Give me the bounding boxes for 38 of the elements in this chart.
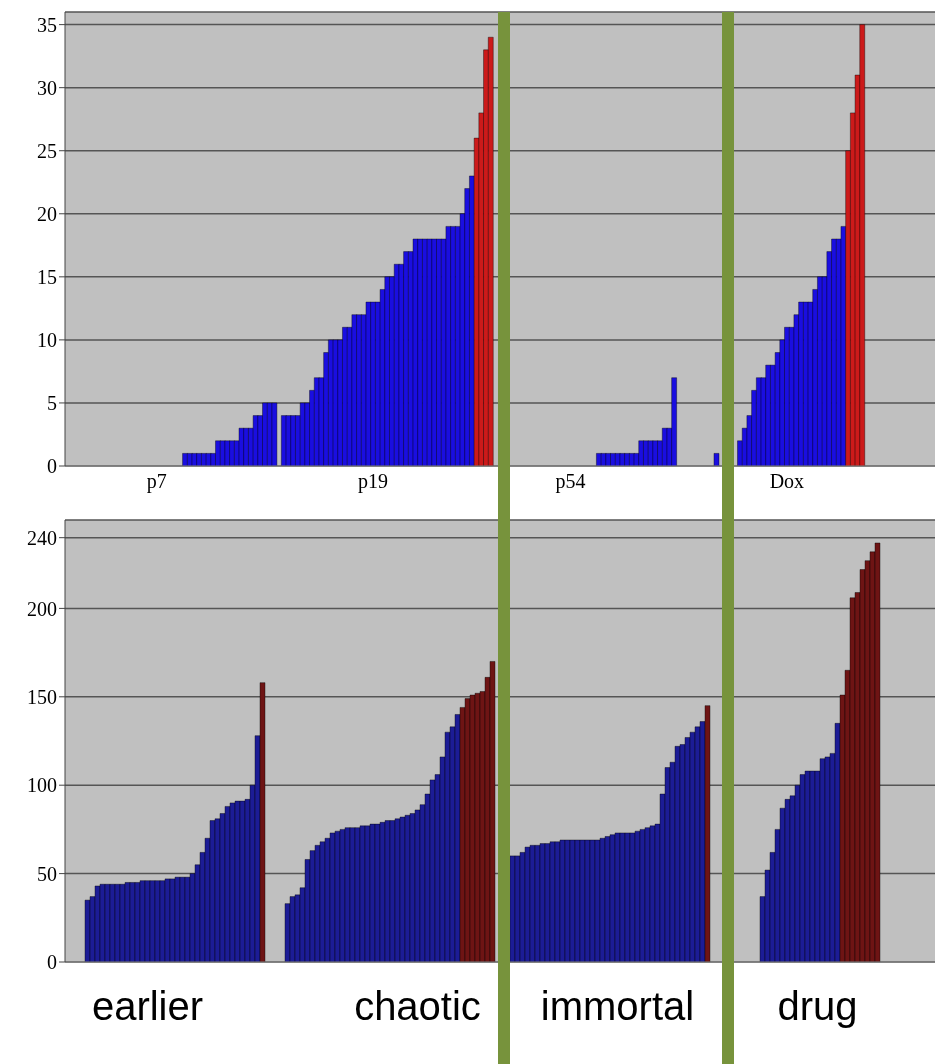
y-tick-label: 10: [37, 328, 57, 351]
x-tick-label: drug: [777, 984, 858, 1029]
y-tick-label: 35: [37, 13, 57, 36]
x-tick-label: p7: [146, 470, 167, 494]
y-tick-label: 0: [47, 455, 57, 478]
y-tick-label: 100: [27, 774, 57, 797]
x-tick-label: Dox: [769, 470, 805, 493]
bar: [426, 238, 433, 466]
y-tick-label: 240: [27, 526, 57, 549]
bar: [713, 453, 720, 466]
y-tick-label: 150: [27, 685, 57, 708]
x-tick-label: immortal: [540, 984, 695, 1029]
x-tick-label: chaotic: [354, 984, 481, 1029]
x-tick-label: earlier: [91, 984, 204, 1029]
x-tick-label: p19: [358, 470, 389, 494]
bar: [271, 402, 278, 466]
y-tick-label: 30: [37, 76, 57, 99]
bar: [224, 440, 231, 466]
y-tick-label: 20: [37, 202, 57, 225]
bar: [299, 402, 306, 466]
y-tick-label: 50: [37, 862, 57, 885]
bar: [514, 855, 521, 962]
bar: [365, 301, 372, 466]
bar: [252, 415, 259, 466]
bar: [351, 314, 358, 466]
bar: [647, 440, 654, 466]
bar: [285, 415, 292, 466]
y-tick-label: 0: [47, 951, 57, 974]
bar: [445, 226, 452, 466]
y-tick-label: 5: [47, 392, 57, 415]
y-tick-label: 15: [37, 265, 57, 288]
y-tick-label: 200: [27, 597, 57, 620]
y-tick-label: 25: [37, 139, 57, 162]
bar: [412, 238, 419, 466]
x-tick-label: p54: [555, 470, 586, 494]
bar: [84, 899, 91, 962]
bar: [332, 339, 339, 466]
bar: [238, 427, 245, 466]
